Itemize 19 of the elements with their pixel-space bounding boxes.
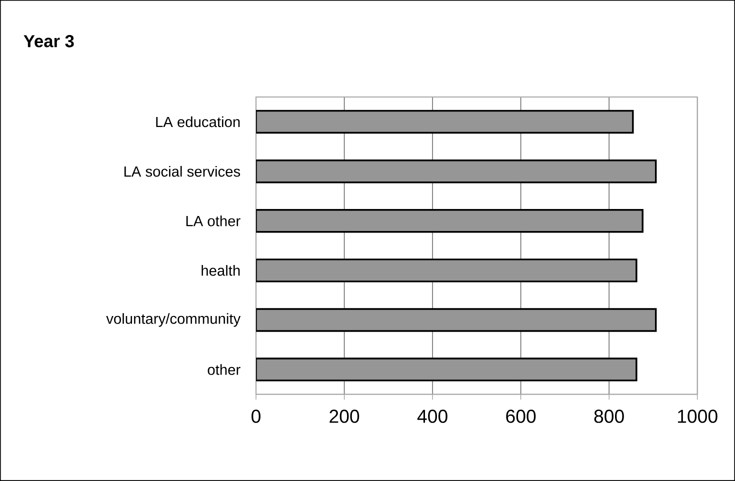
x-tick-label: 600 bbox=[506, 410, 536, 423]
bar bbox=[256, 358, 638, 382]
y-tick-label: LA social services bbox=[124, 166, 240, 177]
bar bbox=[256, 308, 657, 332]
x-tick-label: 1000 bbox=[678, 410, 718, 423]
x-tick-label: 200 bbox=[330, 410, 360, 423]
bar bbox=[256, 209, 644, 233]
x-tick-label: 400 bbox=[417, 410, 448, 423]
bar bbox=[256, 110, 634, 134]
y-tick-label: LA other bbox=[186, 216, 240, 226]
text: Year 3 bbox=[24, 35, 74, 48]
x-tick-label: 0 bbox=[252, 410, 260, 423]
bar bbox=[256, 159, 657, 184]
y-tick-label: voluntary/community bbox=[106, 313, 241, 327]
y-tick-label: other bbox=[208, 364, 240, 375]
bar bbox=[256, 258, 638, 282]
y-tick-label: LA education bbox=[156, 116, 240, 128]
x-tick-label: 800 bbox=[594, 410, 624, 423]
y-tick-label: health bbox=[202, 265, 240, 276]
